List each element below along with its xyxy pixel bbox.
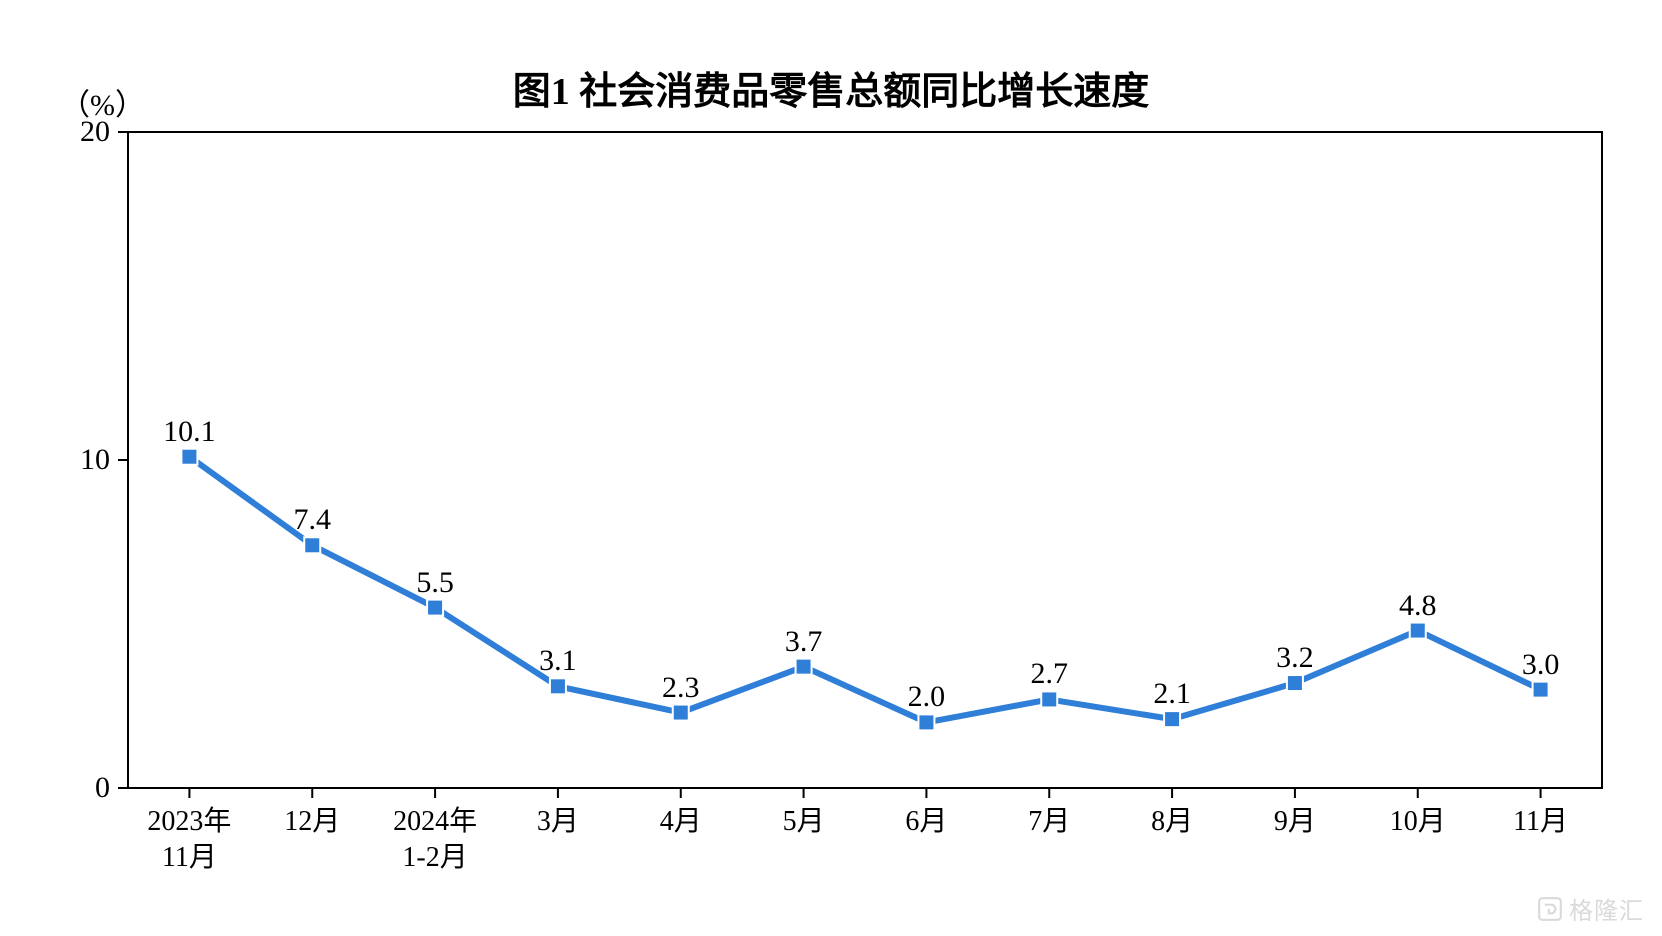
data-label: 3.0 (1501, 648, 1581, 682)
watermark: 格隆汇 (1537, 891, 1644, 926)
data-label: 2.7 (1009, 657, 1089, 691)
chart-container: 图1 社会消费品零售总额同比增长速度 （%） 格隆汇 010202023年 11… (0, 0, 1662, 936)
data-label: 3.2 (1255, 641, 1335, 675)
x-tick-label: 4月 (619, 804, 742, 840)
data-label: 3.1 (518, 644, 598, 678)
watermark-text: 格隆汇 (1569, 891, 1644, 926)
data-label: 10.1 (149, 415, 229, 449)
x-tick-label: 8月 (1111, 804, 1234, 840)
y-tick-label: 10 (80, 443, 110, 477)
y-tick-label: 20 (80, 115, 110, 149)
x-tick-label: 5月 (742, 804, 865, 840)
x-tick-label: 11月 (1479, 804, 1602, 840)
x-tick-label: 2023年 11月 (128, 804, 251, 877)
x-tick-label: 10月 (1356, 804, 1479, 840)
chart-svg (0, 0, 1662, 936)
x-tick-label: 9月 (1234, 804, 1357, 840)
data-label: 2.1 (1132, 677, 1212, 711)
watermark-icon (1537, 896, 1563, 922)
x-tick-label: 6月 (865, 804, 988, 840)
data-label: 4.8 (1378, 589, 1458, 623)
data-label: 7.4 (272, 503, 352, 537)
data-label: 2.0 (886, 680, 966, 714)
data-label: 2.3 (641, 671, 721, 705)
data-label: 5.5 (395, 566, 475, 600)
y-tick-label: 0 (95, 771, 110, 805)
x-tick-label: 7月 (988, 804, 1111, 840)
x-tick-label: 3月 (497, 804, 620, 840)
x-tick-label: 12月 (251, 804, 374, 840)
x-tick-label: 2024年 1-2月 (374, 804, 497, 877)
data-label: 3.7 (764, 625, 844, 659)
